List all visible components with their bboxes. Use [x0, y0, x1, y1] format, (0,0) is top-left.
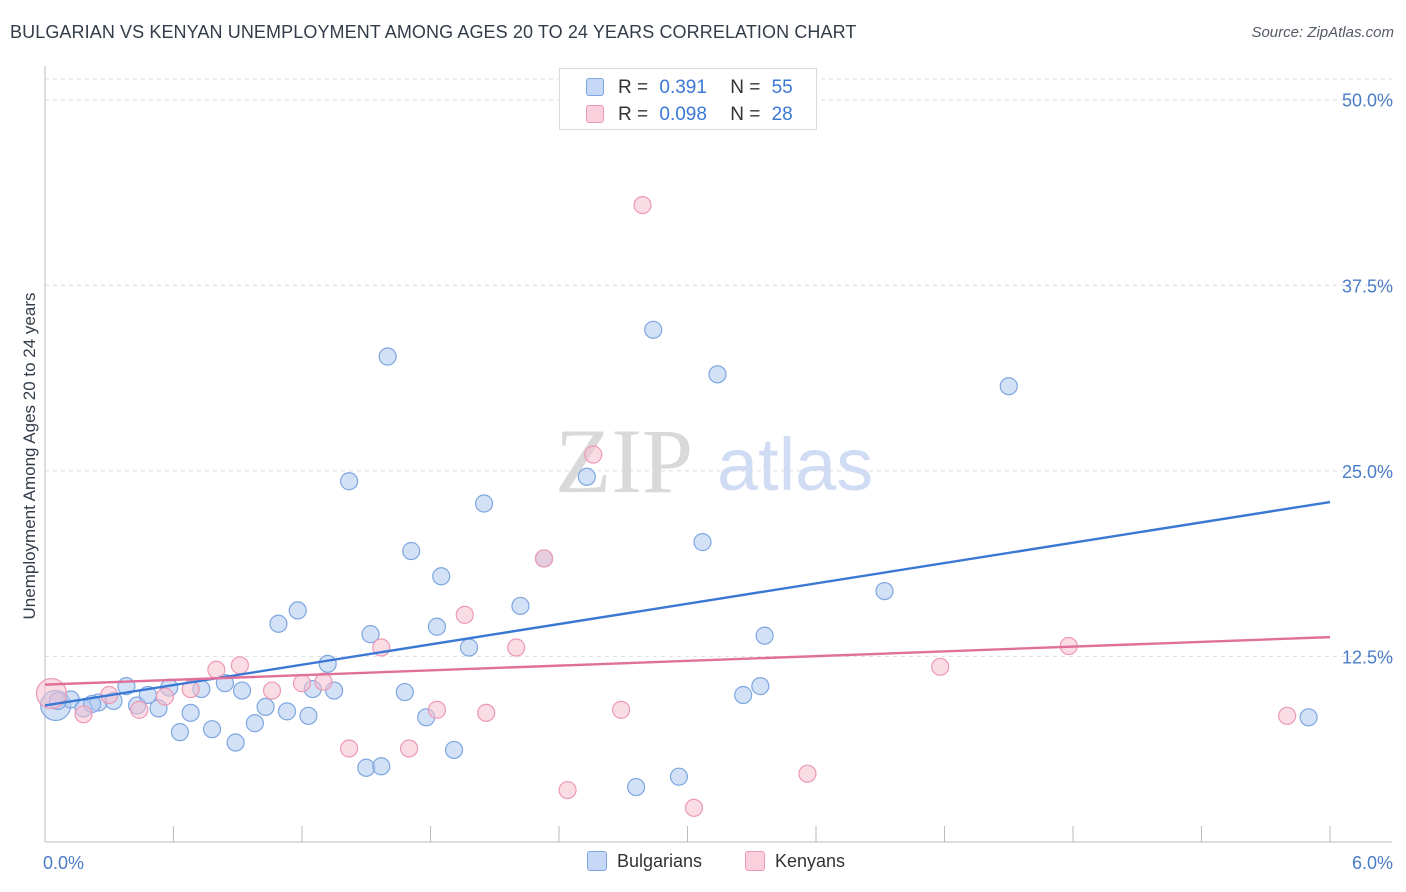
- source-attribution: Source: ZipAtlas.com: [1251, 24, 1394, 41]
- bulgarian-point: [644, 320, 663, 339]
- bulgarian-point: [755, 626, 774, 645]
- kenyan-point: [798, 764, 817, 783]
- kenyan-point: [155, 687, 175, 706]
- kenyan-point: [230, 656, 249, 675]
- kenyan-point: [427, 700, 447, 719]
- legend-n-label: N =: [730, 104, 761, 125]
- bulgarian-point: [277, 702, 297, 721]
- kenyan-point: [455, 605, 474, 624]
- kenyan-point: [35, 677, 68, 710]
- kenyans-legend-swatch: [745, 851, 765, 871]
- kenyans-legend-label: Kenyans: [775, 851, 846, 871]
- y-tick-label: 50.0%: [1342, 91, 1393, 111]
- kenyan-point: [558, 780, 577, 800]
- y-tick-label: 12.5%: [1342, 647, 1393, 667]
- bulgarian-point: [751, 677, 770, 696]
- bulgarian-point: [357, 758, 376, 777]
- trend-lines: [44, 500, 1331, 707]
- kenyan-point: [684, 798, 704, 817]
- bulgarian-point: [1299, 708, 1318, 727]
- kenyan-point: [612, 700, 631, 719]
- kenyan-point: [262, 681, 282, 700]
- legend-item-kenyans: Kenyans: [745, 851, 845, 872]
- bulgarian-point: [459, 638, 479, 657]
- kenyan-point: [931, 657, 950, 676]
- kenyan-point: [507, 638, 526, 657]
- bulgarian-point: [693, 533, 712, 552]
- bulgarians-legend-label: Bulgarians: [617, 851, 703, 871]
- bulgarians-swatch: [586, 78, 604, 96]
- bulgarian-point: [427, 617, 447, 636]
- bulgarian-point: [245, 714, 264, 733]
- stats-legend: R = 0.391 N = 55 R = 0.098 N = 28: [559, 68, 817, 130]
- bulgarian-point: [432, 567, 451, 586]
- kenyans-trend-line: [44, 635, 1331, 686]
- bulgarian-point: [395, 682, 414, 702]
- legend-r-label: R =: [618, 77, 649, 98]
- bulgarian-point: [444, 740, 464, 760]
- kenyan-point: [477, 703, 496, 722]
- kenyan-point: [1278, 706, 1297, 725]
- bulgarian-point: [669, 767, 689, 786]
- kenyan-point: [340, 739, 359, 758]
- bulgarian-point: [269, 614, 288, 633]
- bulgarian-point: [232, 681, 252, 700]
- x-tick-label: 6.0%: [1352, 853, 1393, 873]
- legend-r-label: R =: [618, 104, 649, 125]
- legend-n-label: N =: [730, 77, 761, 98]
- data-points: [35, 196, 1318, 817]
- bulgarian-point: [288, 601, 307, 620]
- y-tick-label: 37.5%: [1342, 276, 1393, 296]
- watermark: ZIP atlas: [555, 410, 873, 512]
- tick-labels: 12.5% 25.0% 37.5% 50.0% 0.0% 6.0%: [43, 91, 1393, 873]
- bulgarian-point: [256, 697, 275, 717]
- kenyan-point: [74, 705, 93, 724]
- bulgarian-point: [734, 685, 753, 705]
- bulgarian-point: [577, 467, 596, 486]
- legend-n-value: 55: [771, 77, 793, 98]
- bulgarian-point: [226, 733, 245, 752]
- bulgarian-point: [474, 494, 494, 513]
- bulgarian-point: [626, 777, 646, 797]
- kenyan-point: [399, 739, 419, 758]
- kenyan-point: [130, 700, 149, 719]
- x-tick-label: 0.0%: [43, 853, 84, 873]
- bulgarian-point: [402, 541, 421, 561]
- kenyan-point: [292, 674, 312, 693]
- bulgarians-legend-swatch: [587, 851, 607, 871]
- bulgarian-point: [511, 596, 530, 616]
- chart-title: BULGARIAN VS KENYAN UNEMPLOYMENT AMONG A…: [10, 22, 857, 42]
- bulgarian-point: [378, 347, 397, 366]
- bulgarian-point: [875, 581, 894, 601]
- kenyan-point: [207, 660, 226, 679]
- bulgarian-point: [181, 703, 200, 722]
- bulgarian-point: [299, 706, 318, 725]
- bulgarian-point: [170, 723, 190, 742]
- kenyan-point: [534, 549, 554, 568]
- legend-r-value: 0.098: [659, 104, 707, 125]
- bulgarian-point: [340, 472, 359, 491]
- legend-r-value: 0.391: [659, 77, 707, 98]
- bulgarian-point: [708, 365, 727, 384]
- bulgarian-point: [999, 377, 1018, 396]
- watermark-zip: ZIP: [555, 410, 693, 512]
- kenyan-point: [584, 445, 603, 464]
- bulgarians-trend-line: [44, 500, 1331, 707]
- bulgarian-point: [361, 625, 380, 644]
- kenyan-point: [633, 196, 652, 215]
- legend-item-bulgarians: Bulgarians: [587, 851, 702, 872]
- bulgarian-point: [372, 757, 391, 776]
- legend-n-value: 28: [771, 104, 793, 125]
- bulgarian-point: [202, 720, 222, 739]
- bulgarian-point: [318, 654, 337, 673]
- kenyans-swatch: [586, 105, 604, 123]
- kenyan-point: [181, 679, 200, 699]
- watermark-atlas: atlas: [717, 423, 873, 506]
- y-tick-label: 25.0%: [1342, 462, 1393, 482]
